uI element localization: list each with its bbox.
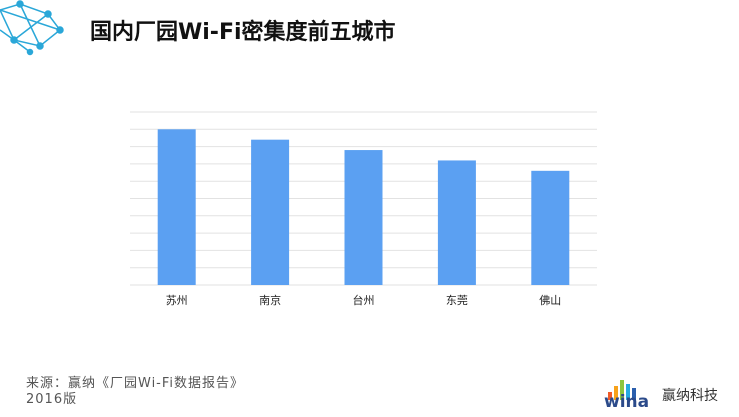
bar	[531, 170, 570, 285]
logo-mark: wina	[604, 392, 649, 412]
x-tick-label: 南京	[259, 293, 281, 307]
bar	[157, 129, 196, 285]
x-tick-label: 东莞	[446, 294, 468, 307]
bar	[437, 160, 476, 285]
x-tick-label: 佛山	[539, 294, 561, 307]
logo-bars	[608, 380, 636, 400]
network-icon	[0, 0, 64, 56]
bar	[344, 150, 383, 285]
source-note: 来源：赢纳《厂园Wi-Fi数据报告》2016版	[26, 376, 245, 407]
x-tick-label: 台州	[353, 293, 375, 307]
chart-title: 国内厂园Wi-Fi密集度前五城市	[90, 19, 396, 45]
x-tick-label: 苏州	[166, 294, 188, 307]
logo-brand: 赢纳科技	[662, 387, 718, 404]
bar	[251, 139, 290, 285]
